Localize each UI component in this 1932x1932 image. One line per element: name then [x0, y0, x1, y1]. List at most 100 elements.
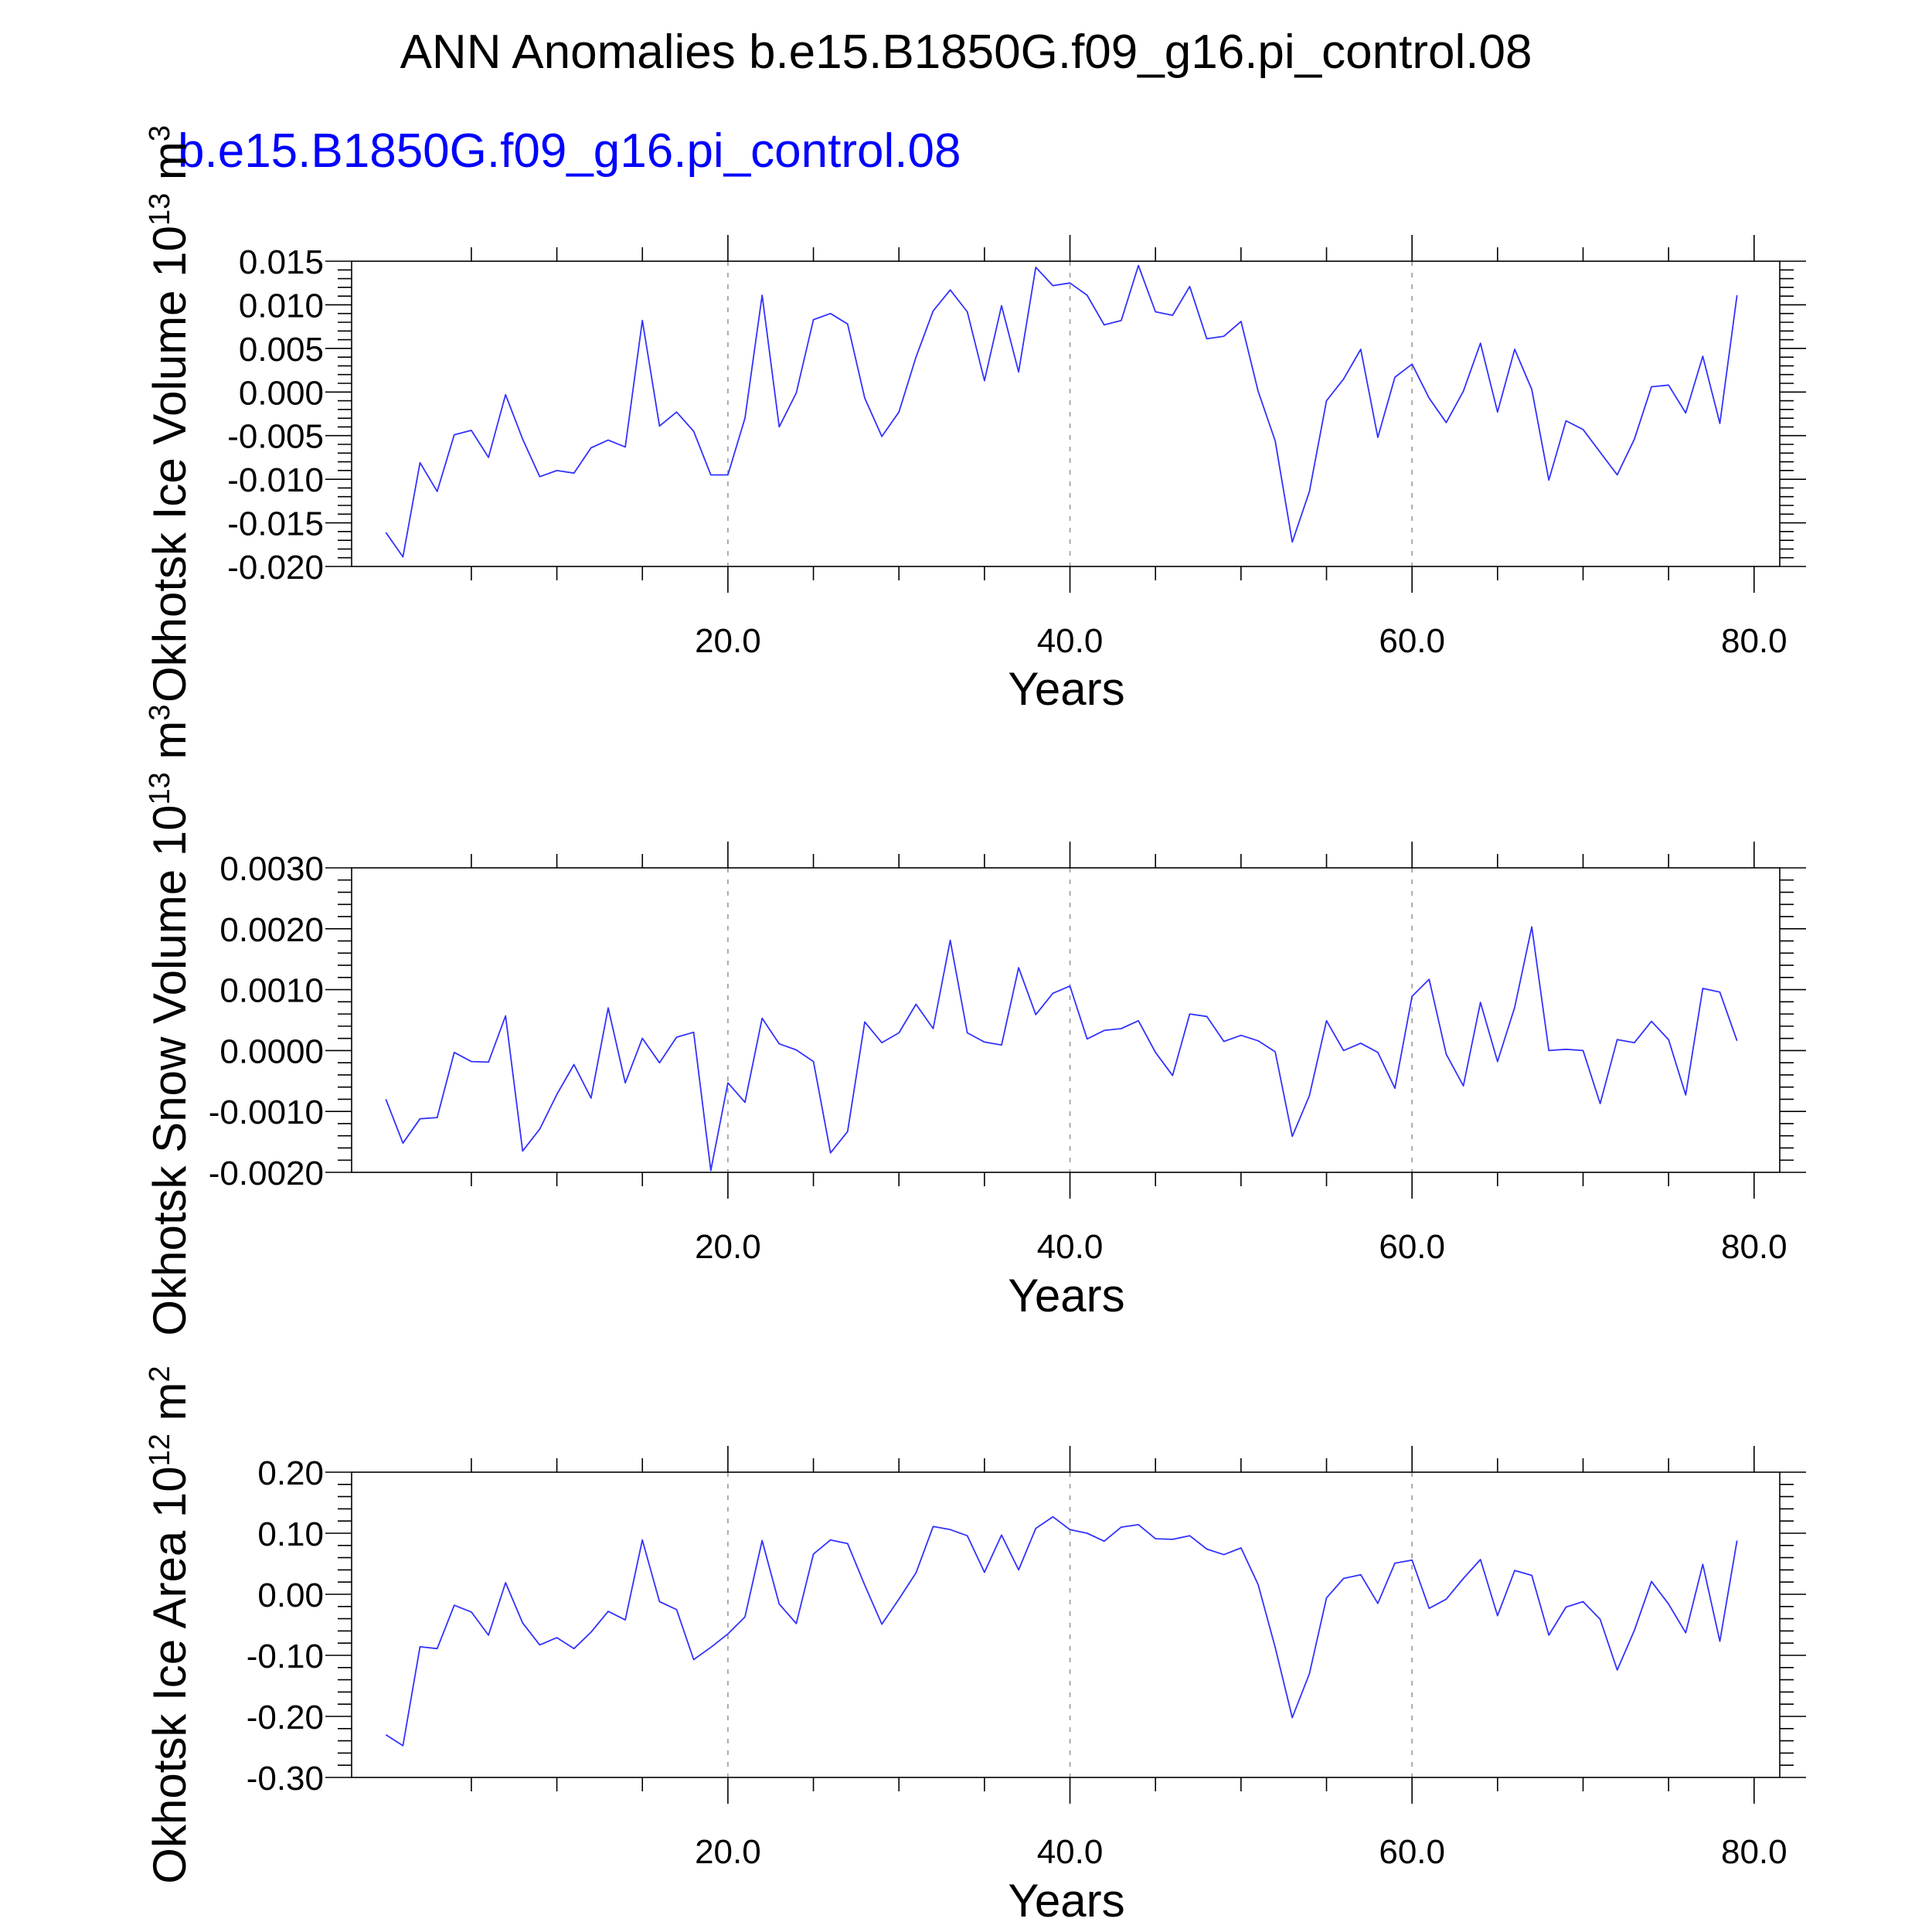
data-point — [1547, 478, 1550, 481]
y-tick-label: 0.20 — [257, 1454, 324, 1492]
data-point — [1103, 1029, 1106, 1032]
data-point — [1325, 1019, 1328, 1022]
data-point — [1496, 1614, 1499, 1617]
data-point — [1650, 1580, 1653, 1583]
data-point — [1650, 1019, 1653, 1022]
y-tick-label: 0.0010 — [219, 972, 324, 1010]
y-axis-label: Okhotsk Snow Volume 1013 m3 — [144, 704, 196, 1335]
data-point — [401, 1141, 404, 1145]
data-point — [1223, 1553, 1226, 1556]
data-point — [470, 1611, 473, 1614]
data-point — [1154, 310, 1157, 313]
data-point — [1034, 1013, 1037, 1016]
data-point — [846, 1542, 849, 1545]
data-point — [1444, 1597, 1447, 1600]
data-point — [1359, 348, 1362, 351]
data-point — [607, 1006, 610, 1009]
data-point — [760, 1539, 764, 1542]
y-axis-label-part: m — [144, 721, 196, 773]
data-point — [1633, 1628, 1636, 1631]
chart-panels: 20.0 40.0 60.0 80.0 -0.020 -0.015 -0.010 -0.005… — [144, 125, 1806, 1927]
data-point — [1342, 1049, 1345, 1052]
data-point — [1188, 1012, 1191, 1015]
data-point — [1616, 473, 1619, 476]
data-point — [1478, 1558, 1481, 1561]
data-point — [624, 1618, 627, 1621]
y-axis-label-part: Okhotsk Ice Volume 10 — [144, 226, 196, 702]
data-point — [1205, 1015, 1208, 1018]
x-tick-label: 60.0 — [1379, 1833, 1445, 1871]
data-point — [1308, 490, 1311, 493]
data-point — [418, 1645, 421, 1648]
data-point — [692, 430, 695, 433]
data-point — [1000, 1043, 1003, 1046]
data-point — [863, 1583, 866, 1587]
data-point — [590, 1097, 593, 1100]
data-point — [760, 294, 764, 297]
data-point — [658, 424, 661, 427]
data-point — [777, 1043, 781, 1046]
y-tick-label: 0.00 — [257, 1577, 324, 1614]
data-point — [1051, 284, 1054, 287]
data-point — [709, 473, 713, 476]
data-point — [573, 1063, 576, 1066]
data-point — [1240, 320, 1243, 323]
data-point — [1120, 1027, 1123, 1030]
data-point — [1240, 1034, 1243, 1037]
x-axis-label: Years — [1008, 1270, 1124, 1321]
data-point — [538, 475, 541, 478]
data-point — [384, 1097, 387, 1100]
data-point — [1547, 1634, 1550, 1637]
data-point — [453, 433, 456, 436]
data-point — [384, 1733, 387, 1736]
data-point — [1205, 337, 1208, 340]
data-point — [1461, 1577, 1464, 1580]
data-point — [1051, 1515, 1054, 1518]
data-point — [1718, 1640, 1721, 1643]
data-point — [401, 1744, 404, 1747]
data-point — [1496, 1060, 1499, 1063]
x-tick-label: 80.0 — [1721, 1833, 1787, 1871]
data-point — [1513, 1569, 1516, 1572]
data-point — [966, 310, 969, 313]
data-point — [1205, 1547, 1208, 1550]
y-axis-label-part: Okhotsk Snow Volume 10 — [144, 805, 196, 1336]
data-point — [1461, 389, 1464, 393]
x-tick-label: 40.0 — [1037, 1833, 1104, 1871]
data-point — [675, 1608, 678, 1611]
data-point — [794, 391, 798, 394]
data-point — [1684, 1094, 1687, 1097]
y-tick-label: -0.0010 — [209, 1094, 324, 1131]
data-point — [1068, 985, 1071, 988]
data-point — [948, 1528, 951, 1531]
y-tick-label: -0.020 — [227, 549, 324, 587]
data-point — [828, 312, 832, 315]
data-point — [453, 1604, 456, 1607]
data-point — [1188, 1534, 1191, 1537]
data-point — [1274, 1646, 1277, 1649]
data-point — [1274, 439, 1277, 442]
data-point — [1530, 1573, 1533, 1577]
data-point — [828, 1538, 832, 1541]
data-point — [743, 1615, 747, 1618]
data-point — [1427, 1607, 1430, 1610]
data-point — [1444, 421, 1447, 424]
data-point — [675, 1036, 678, 1039]
x-axis-label: Years — [1008, 1875, 1124, 1927]
data-point — [983, 1570, 986, 1573]
data-point — [983, 1040, 986, 1043]
data-point — [692, 1658, 695, 1661]
data-point — [1171, 1538, 1174, 1541]
data-point — [743, 417, 747, 420]
data-point — [760, 1016, 764, 1019]
data-point — [1444, 1053, 1447, 1056]
data-point — [1291, 540, 1294, 543]
y-axis-label-part: m — [144, 141, 196, 193]
x-tick-label: 20.0 — [695, 1833, 761, 1871]
data-point — [1735, 1039, 1738, 1043]
data-point — [1068, 281, 1071, 284]
data-point — [983, 379, 986, 382]
data-point — [1598, 451, 1601, 454]
data-point — [1478, 342, 1481, 345]
data-point — [435, 1116, 438, 1119]
